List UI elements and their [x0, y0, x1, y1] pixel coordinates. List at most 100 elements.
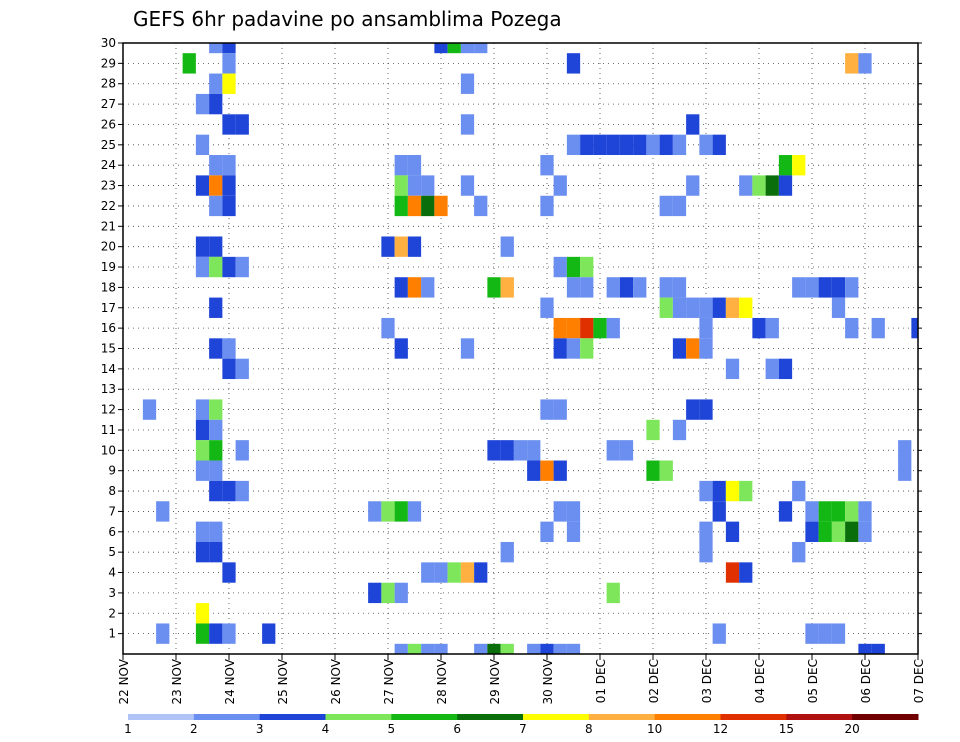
colorbar-label: 4 — [322, 722, 330, 736]
heatmap-cell — [792, 541, 806, 563]
heatmap-cell — [235, 256, 249, 278]
y-tick-label: 10 — [101, 443, 116, 457]
heatmap-cell — [646, 419, 660, 441]
x-tick-label: 25 NOV — [276, 658, 290, 704]
heatmap-cell — [712, 623, 726, 644]
y-tick-label: 20 — [101, 240, 116, 254]
y-tick-label: 23 — [101, 179, 116, 193]
heatmap-cell — [566, 277, 581, 298]
heatmap-cell — [222, 114, 236, 135]
heatmap-cell — [222, 155, 236, 176]
y-tick-label: 22 — [101, 199, 116, 213]
heatmap-cell — [434, 562, 448, 583]
heatmap-cell — [672, 195, 687, 217]
heatmap-cell — [818, 623, 832, 644]
heatmap-cell — [540, 155, 554, 176]
heatmap-cell — [553, 317, 567, 339]
y-tick-label: 21 — [101, 219, 116, 233]
heatmap-cell — [699, 480, 713, 502]
heatmap-cell — [672, 277, 687, 298]
y-tick-label: 5 — [108, 545, 116, 559]
heatmap-cell — [858, 53, 872, 74]
heatmap-cell — [725, 480, 740, 502]
heatmap-cell — [460, 562, 475, 583]
colorbar-swatch — [457, 714, 524, 720]
y-tick-label: 26 — [101, 117, 116, 131]
heatmap-cell — [858, 501, 872, 522]
y-tick-label: 30 — [101, 36, 116, 50]
heatmap-cell — [871, 317, 885, 339]
heatmap-cell — [871, 643, 885, 654]
heatmap-cell — [381, 317, 395, 339]
y-tick-label: 13 — [101, 382, 116, 396]
heatmap-cell — [195, 256, 210, 278]
heatmap-cell — [474, 643, 488, 654]
heatmap-cell — [421, 562, 435, 583]
heatmap-cell — [911, 317, 918, 339]
y-tick-label: 15 — [101, 342, 116, 356]
heatmap-cell — [818, 277, 832, 298]
heatmap-cell — [633, 134, 647, 156]
heatmap-cell — [566, 134, 581, 156]
colorbar-swatch — [391, 714, 458, 720]
y-tick-label: 3 — [108, 586, 116, 600]
heatmap-cell — [699, 297, 713, 318]
heatmap-cell — [553, 643, 567, 654]
heatmap-cell — [209, 480, 223, 502]
x-tick-label: 24 NOV — [223, 658, 237, 704]
heatmap-cell — [222, 562, 236, 583]
heatmap-cell — [235, 480, 249, 502]
heatmap-cell — [845, 501, 859, 522]
heatmap-cell — [858, 643, 872, 654]
heatmap-cell — [646, 460, 660, 481]
heatmap-cell — [235, 440, 249, 461]
heatmap-cell — [394, 501, 408, 522]
heatmap-cell — [818, 501, 832, 522]
heatmap-cell — [845, 317, 859, 339]
heatmap-cell — [421, 195, 435, 217]
heatmap-cell — [500, 277, 514, 298]
heatmap-cell — [487, 440, 501, 461]
heatmap-cell — [209, 43, 223, 54]
heatmap-cell — [580, 256, 594, 278]
colorbar-label: 15 — [779, 722, 794, 736]
colorbar-swatch — [259, 714, 326, 720]
heatmap-cell — [394, 338, 408, 359]
y-axis-ticks: 1234567891011121314151617181920212223242… — [101, 36, 922, 641]
heatmap-cell — [725, 358, 740, 380]
heatmap-cell — [222, 623, 236, 644]
heatmap-cell — [474, 43, 488, 54]
y-tick-label: 25 — [101, 138, 116, 152]
y-tick-label: 19 — [101, 260, 116, 274]
heatmap-cell — [725, 297, 740, 318]
colorbar-label: 12 — [713, 722, 728, 736]
heatmap-cell — [765, 175, 779, 196]
colorbar-label: 6 — [453, 722, 461, 736]
y-tick-label: 2 — [108, 606, 116, 620]
heatmap-cell — [792, 155, 806, 176]
heatmap-cell — [195, 93, 210, 115]
heatmap-cell — [421, 277, 435, 298]
heatmap-cell — [394, 236, 408, 257]
y-tick-label: 27 — [101, 97, 116, 111]
heatmap-cell — [209, 195, 223, 217]
x-tick-label: 22 NOV — [117, 658, 131, 704]
colorbar-swatch — [588, 714, 656, 720]
heatmap-cell — [540, 521, 554, 542]
heatmap-cell — [527, 440, 541, 461]
heatmap-cell — [407, 175, 422, 196]
heatmap-cell — [381, 582, 395, 604]
heatmap-cell — [566, 256, 581, 278]
heatmap-cell — [195, 134, 210, 156]
heatmap-cell — [394, 195, 408, 217]
heatmap-cell — [394, 277, 408, 298]
heatmap-cell — [381, 501, 395, 522]
heatmap-cell — [646, 134, 660, 156]
heatmap-cell — [209, 460, 223, 481]
x-tick-label: 02 DEC — [647, 659, 661, 703]
heatmap-cell — [593, 134, 607, 156]
heatmap-cell — [407, 277, 422, 298]
heatmap-cell — [222, 195, 236, 217]
heatmap-cell — [156, 501, 170, 522]
heatmap-cell — [792, 277, 806, 298]
